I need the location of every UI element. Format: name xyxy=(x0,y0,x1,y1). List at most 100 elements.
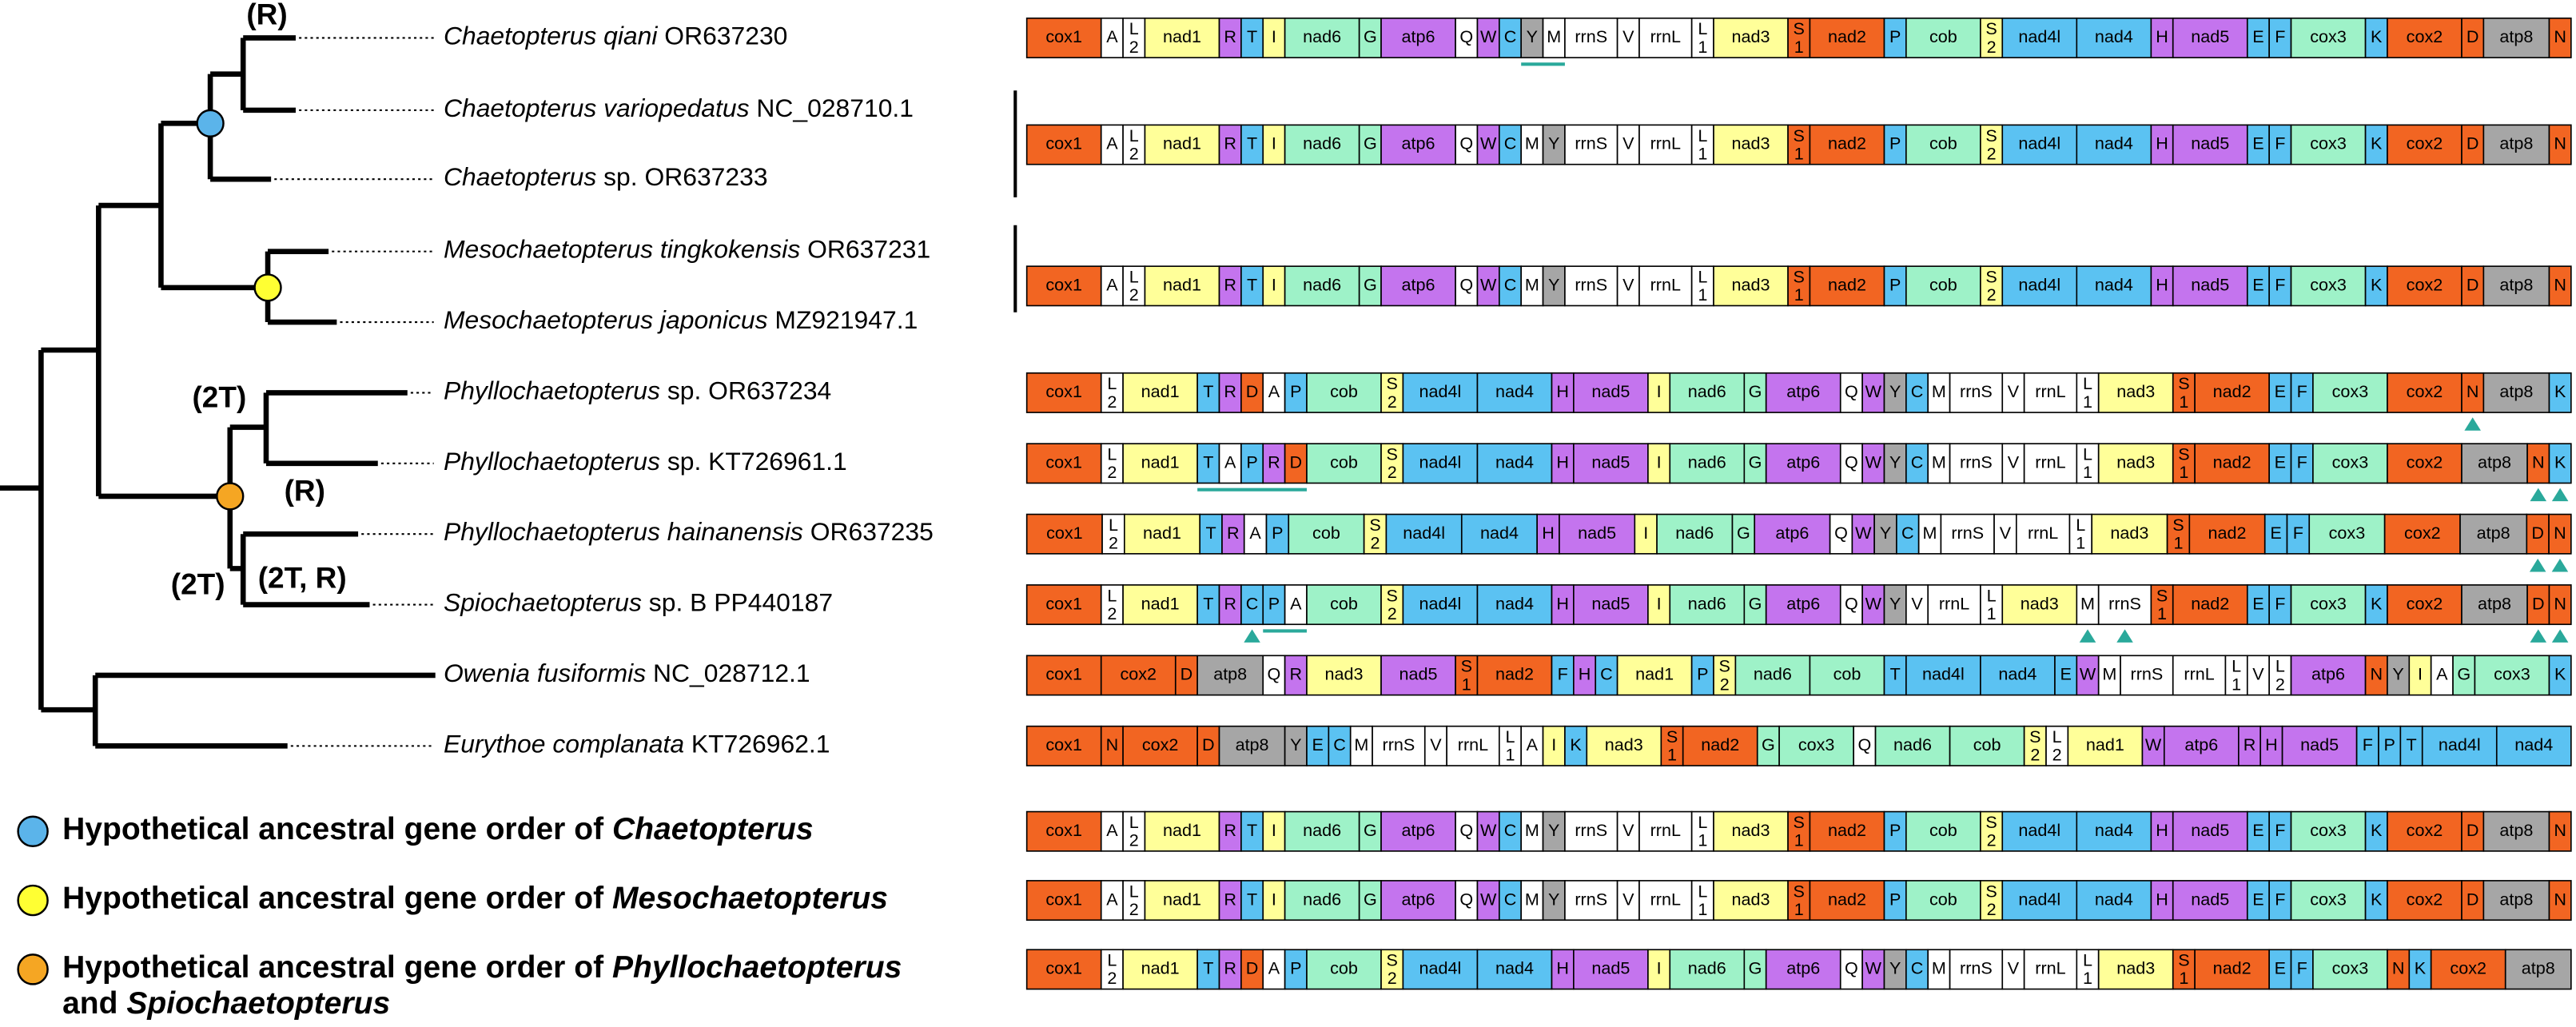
gene-label: rrnS xyxy=(1383,734,1415,754)
gene-label: M xyxy=(1354,734,1368,754)
gene-label: D xyxy=(2467,889,2479,909)
rearrangement-marker xyxy=(2116,629,2133,643)
gene-label: rrnL xyxy=(1650,26,1681,46)
gene-letter: S xyxy=(2178,444,2189,464)
gene-label: F xyxy=(2275,889,2285,909)
gene-block xyxy=(1638,124,1693,165)
gene-block xyxy=(1262,880,1286,922)
gene-block xyxy=(2364,655,2388,696)
gene-number: 2 xyxy=(1388,462,1397,482)
gene-label: V xyxy=(1430,734,1442,754)
gene-label: nad4 xyxy=(1480,523,1519,543)
gene-block xyxy=(2150,584,2174,626)
gene-label: cox1 xyxy=(1045,593,1082,613)
taxon-label: Phyllochaetopterus sp. OR637234 xyxy=(444,376,831,405)
gene-label: R xyxy=(1224,133,1236,153)
gene-number: 1 xyxy=(2157,603,2167,623)
gene-label: D xyxy=(1181,664,1193,684)
gene-block xyxy=(1122,725,1198,766)
gene-label: D xyxy=(1246,958,1259,978)
gene-label: P xyxy=(2383,734,2395,754)
gene-block xyxy=(2504,949,2572,990)
gene-block xyxy=(1262,810,1286,852)
gene-label: R xyxy=(1290,664,1303,684)
gene-block xyxy=(1402,584,1479,626)
gene-letter: S xyxy=(1985,125,1997,145)
gene-label: K xyxy=(2371,26,2383,46)
gene-label: nad1 xyxy=(1143,523,1181,543)
gene-label: V xyxy=(1622,133,1634,153)
gene-number: 1 xyxy=(1698,285,1707,305)
gene-letter: S xyxy=(1794,881,1805,901)
gene-label: rrnS xyxy=(1960,381,1993,401)
gene-label: K xyxy=(2415,958,2427,978)
gene-block xyxy=(1025,265,1102,307)
gene-block xyxy=(2290,655,2367,696)
gene-block xyxy=(1025,584,1102,626)
gene-label: nad1 xyxy=(1141,593,1180,613)
gene-label: nad4l xyxy=(1419,381,1462,401)
gene-label: rrnL xyxy=(1650,820,1681,840)
gene-label: E xyxy=(2252,26,2263,46)
gene-block xyxy=(1754,513,1831,555)
gene-block xyxy=(2548,880,2572,922)
gene-label: A xyxy=(1268,381,1280,401)
gene-block xyxy=(1025,880,1102,922)
gene-number: 2 xyxy=(1388,603,1397,623)
gene-block xyxy=(2268,124,2292,165)
gene-block xyxy=(1122,443,1198,484)
gene-label: cox3 xyxy=(2332,958,2369,978)
gene-label: G xyxy=(2457,664,2470,684)
gene-label: nad6 xyxy=(1303,275,1341,295)
gene-block xyxy=(1240,372,1264,413)
gene-label: W xyxy=(1865,593,1882,613)
gene-block xyxy=(1262,655,1286,696)
gene-block xyxy=(2495,725,2572,766)
gene-block xyxy=(1927,584,1981,626)
gene-label: Q xyxy=(1845,593,1858,613)
gene-letter: L xyxy=(2083,373,2092,393)
gene-label: cox1 xyxy=(1045,734,1082,754)
legend-phrase: Hypothetical ancestral gene order of xyxy=(62,882,604,916)
gene-label: nad6 xyxy=(1675,523,1714,543)
taxon-accession: sp. KT726961.1 xyxy=(667,447,847,476)
gene-label: K xyxy=(1570,734,1582,754)
gene-label: N xyxy=(2554,275,2566,295)
gene-block xyxy=(1262,265,1286,307)
gene-block xyxy=(1669,372,1746,413)
gene-block xyxy=(1476,810,1500,852)
gene-block xyxy=(1284,265,1360,307)
gene-letter: S xyxy=(1369,515,1380,535)
gene-label: nad3 xyxy=(1732,133,1770,153)
gene-letter: S xyxy=(2172,515,2184,535)
gene-block xyxy=(2364,124,2388,165)
gene-label: H xyxy=(1556,593,1569,613)
gene-label: D xyxy=(1246,381,1259,401)
gene-block xyxy=(2172,124,2248,165)
gene-letter: L xyxy=(1107,444,1117,464)
gene-label: rrnS xyxy=(1575,889,1607,909)
legend-marker xyxy=(17,953,49,985)
gene-label: E xyxy=(1312,734,1323,754)
tree-label: (R) xyxy=(246,0,287,30)
legend-marker xyxy=(17,884,49,917)
gene-label: Q xyxy=(1459,26,1473,46)
gene-block xyxy=(1883,655,1907,696)
gene-block xyxy=(1520,17,1544,58)
gene-block xyxy=(1402,949,1479,990)
gene-label: K xyxy=(2371,593,2383,613)
rearrangement-marker xyxy=(2551,488,2569,502)
gene-label: W xyxy=(1480,275,1497,295)
gene-label: T xyxy=(1247,275,1257,295)
gene-block xyxy=(1839,584,1863,626)
gene-label: atp8 xyxy=(1236,734,1269,754)
gene-block xyxy=(2364,17,2388,58)
taxon-label: Mesochaetopterus japonicus MZ921947.1 xyxy=(444,305,918,334)
